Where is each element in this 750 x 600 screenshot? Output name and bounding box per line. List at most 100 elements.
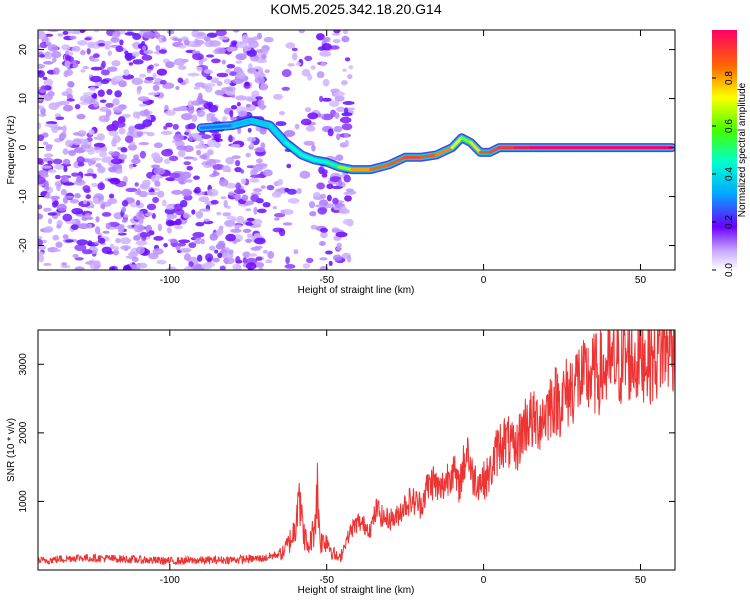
spectrogram-y-tick-label: -20 — [18, 238, 29, 253]
noise-blob — [65, 139, 74, 147]
noise-blob — [338, 179, 343, 187]
noise-blob — [135, 111, 141, 120]
noise-blob — [321, 113, 334, 121]
noise-blob — [47, 212, 58, 216]
noise-blob — [43, 61, 54, 65]
noise-blob — [152, 72, 157, 80]
noise-blob — [71, 172, 79, 177]
noise-blob — [111, 138, 117, 147]
noise-blob — [67, 81, 75, 88]
noise-blob — [128, 163, 134, 170]
noise-blob — [129, 264, 138, 270]
noise-blob — [319, 241, 326, 246]
noise-blob — [138, 142, 150, 146]
noise-blob — [38, 113, 47, 117]
noise-blob — [247, 97, 255, 102]
noise-blob — [245, 152, 251, 158]
noise-blob — [159, 79, 167, 85]
noise-blob — [125, 135, 134, 143]
noise-blob — [52, 234, 60, 241]
noise-blob — [344, 107, 349, 115]
noise-blob — [301, 68, 311, 77]
noise-blob — [118, 127, 126, 135]
noise-blob — [173, 58, 186, 66]
noise-blob — [55, 174, 61, 180]
noise-blob — [293, 249, 299, 255]
noise-blob — [61, 91, 70, 96]
noise-blob — [212, 77, 219, 82]
noise-blob — [241, 34, 249, 42]
noise-blob — [302, 263, 311, 269]
noise-blob — [336, 133, 341, 141]
noise-blob — [90, 75, 102, 83]
noise-blob — [248, 253, 258, 257]
noise-blob — [74, 104, 81, 110]
noise-blob — [60, 265, 71, 269]
noise-blob — [315, 204, 327, 208]
noise-blob — [342, 30, 349, 35]
noise-blob — [110, 158, 123, 165]
noise-blob — [123, 214, 129, 218]
noise-blob — [72, 253, 79, 258]
noise-blob — [212, 171, 220, 177]
noise-blob — [119, 39, 124, 46]
noise-blob — [89, 261, 101, 270]
noise-blob — [193, 134, 205, 142]
noise-blob — [345, 188, 354, 192]
noise-blob — [333, 30, 341, 34]
spectrogram-x-tick-label: -50 — [319, 275, 334, 286]
noise-blob — [38, 254, 45, 263]
noise-blob — [211, 58, 221, 64]
noise-blob — [65, 239, 74, 243]
noise-blob — [94, 241, 100, 245]
noise-blob — [207, 188, 219, 197]
ridge-segment — [284, 141, 304, 157]
noise-blob — [295, 62, 302, 66]
noise-blob — [319, 257, 328, 261]
noise-blob — [48, 102, 60, 110]
noise-blob — [139, 110, 151, 117]
spectral-ridge — [196, 116, 675, 175]
ridge-segment — [460, 136, 473, 145]
noise-blob — [111, 60, 121, 67]
noise-blob — [178, 45, 187, 49]
spectrogram-y-label: Frequency (Hz) — [6, 116, 17, 185]
noise-blob — [204, 83, 216, 87]
noise-blob — [78, 130, 87, 134]
noise-blob — [124, 32, 136, 36]
noise-blob — [225, 233, 237, 242]
noise-blob — [328, 260, 333, 266]
noise-blob — [266, 184, 275, 191]
noise-blob — [187, 72, 200, 77]
noise-blob — [142, 179, 151, 186]
noise-blob — [134, 123, 146, 130]
noise-blob — [62, 30, 69, 35]
noise-blob — [179, 199, 188, 208]
noise-blob — [238, 111, 245, 118]
noise-blob — [260, 185, 266, 189]
noise-blob — [90, 203, 95, 209]
noise-blob — [146, 231, 152, 237]
noise-blob — [163, 125, 168, 130]
noise-blob — [54, 113, 62, 118]
noise-blob — [85, 194, 92, 200]
noise-blob — [250, 168, 257, 177]
noise-blob — [212, 164, 225, 170]
noise-blob — [94, 226, 101, 235]
noise-blob — [326, 194, 332, 202]
noise-blob — [253, 206, 258, 215]
noise-blob — [93, 30, 99, 33]
noise-blob — [42, 93, 53, 101]
noise-blob — [76, 113, 86, 120]
noise-blob — [146, 68, 152, 74]
noise-blob — [193, 175, 200, 180]
colorbar-ticks: 0.0 0.2 0.4 0.6 0.8 — [712, 71, 735, 277]
noise-blob — [83, 92, 94, 96]
noise-blob — [142, 45, 146, 51]
noise-blob — [344, 195, 352, 202]
noise-blob — [206, 158, 217, 166]
noise-blob — [322, 78, 330, 87]
noise-blob — [173, 225, 184, 230]
noise-blob — [239, 41, 244, 45]
noise-blob — [224, 257, 229, 265]
